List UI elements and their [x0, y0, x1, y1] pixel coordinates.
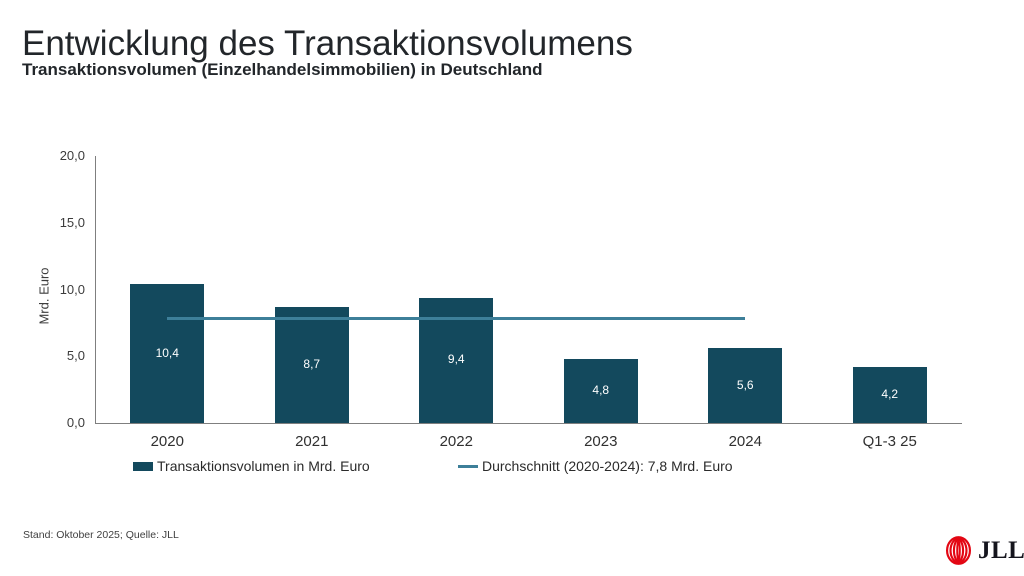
- y-tick-label: 0,0: [66, 415, 85, 430]
- chart-legend: Transaktionsvolumen in Mrd. Euro Durchsc…: [0, 458, 1024, 478]
- x-category-label: 2020: [150, 433, 184, 450]
- average-line: [167, 317, 746, 321]
- jll-logo: JLL: [944, 536, 1024, 565]
- bar-value-label: 10,4: [155, 345, 179, 360]
- bar: [708, 348, 783, 423]
- x-axis-line: [95, 423, 962, 424]
- bar-value-label: 8,7: [303, 356, 321, 371]
- legend-label: Transaktionsvolumen in Mrd. Euro: [157, 458, 370, 474]
- x-category-label: 2024: [728, 433, 762, 450]
- x-category-label: 2023: [584, 433, 618, 450]
- bar: [274, 306, 349, 423]
- bar-swatch-icon: [133, 461, 153, 471]
- legend-item-average: Durchschnitt (2020-2024): 7,8 Mrd. Euro: [458, 458, 733, 474]
- line-swatch-icon: [458, 464, 478, 468]
- y-tick-label: 10,0: [59, 281, 85, 297]
- x-category-label: 2021: [295, 433, 329, 450]
- page-title: Entwicklung des Transaktionsvolumens: [22, 24, 633, 63]
- bar-value-label: 9,4: [447, 352, 465, 367]
- source-note: Stand: Oktober 2025; Quelle: JLL: [23, 529, 179, 541]
- bar: [852, 366, 927, 423]
- jll-logo-mark-icon: [945, 536, 972, 565]
- bar-value-label: 5,6: [736, 377, 754, 392]
- y-tick-label: 5,0: [66, 348, 85, 364]
- bar: [130, 284, 205, 423]
- bar-value-label: 4,8: [592, 382, 610, 397]
- y-axis-line: [95, 156, 96, 423]
- y-tick-label: 20,0: [59, 148, 85, 163]
- x-category-label: Q1-3 25: [862, 433, 917, 450]
- legend-item-transaction-volume: Transaktionsvolumen in Mrd. Euro: [133, 458, 370, 474]
- bar-value-label: 4,2: [881, 386, 899, 401]
- bar: [563, 358, 638, 423]
- page-subtitle: Transaktionsvolumen (Einzelhandelsimmobi…: [22, 60, 543, 79]
- jll-logo-text: JLL: [978, 537, 1024, 564]
- y-tick-label: 15,0: [59, 214, 85, 230]
- x-category-label: 2022: [439, 433, 473, 450]
- legend-label: Durchschnitt (2020-2024): 7,8 Mrd. Euro: [482, 458, 733, 474]
